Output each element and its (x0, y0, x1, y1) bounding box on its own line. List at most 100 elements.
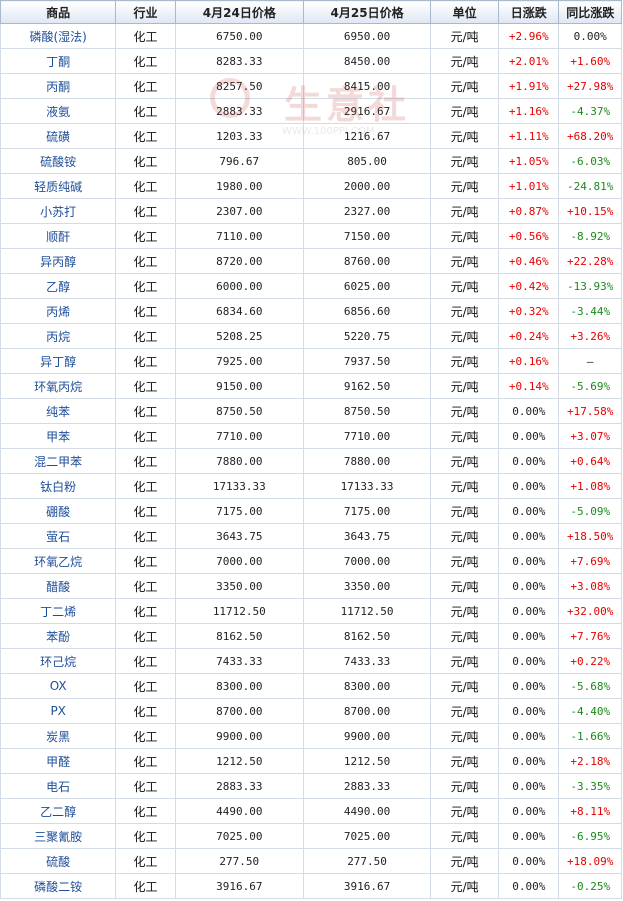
commodity-name-link[interactable]: 萤石 (0, 523, 117, 549)
price-apr24-cell: 17133.33 (174, 473, 304, 499)
table-row: 液氨 化工 2883.33 2916.67 元/吨 +1.16% -4.37% (0, 98, 622, 124)
commodity-name-link[interactable]: PX (0, 698, 117, 724)
price-apr25-cell: 1212.50 (302, 748, 432, 774)
price-apr25-cell: 7000.00 (302, 548, 432, 574)
price-apr25-cell: 3916.67 (302, 873, 432, 899)
daily-change-cell: +0.87% (498, 198, 560, 224)
commodity-name-link[interactable]: 硫酸铵 (0, 148, 117, 174)
commodity-name-link[interactable]: 异丁醇 (0, 348, 117, 374)
yoy-change-cell: +1.60% (558, 48, 622, 74)
price-apr25-cell: 7150.00 (302, 223, 432, 249)
header-commodity: 商品 (0, 0, 117, 24)
commodity-name-link[interactable]: OX (0, 673, 117, 699)
commodity-name-link[interactable]: 丁二烯 (0, 598, 117, 624)
price-apr24-cell: 2307.00 (174, 198, 304, 224)
commodity-name-link[interactable]: 醋酸 (0, 573, 117, 599)
price-apr24-cell: 8283.33 (174, 48, 304, 74)
commodity-name-link[interactable]: 环己烷 (0, 648, 117, 674)
commodity-name-link[interactable]: 炭黑 (0, 723, 117, 749)
table-row: 磷酸(湿法) 化工 6750.00 6950.00 元/吨 +2.96% 0.00% (0, 23, 622, 49)
commodity-name-link[interactable]: 电石 (0, 773, 117, 799)
header-daily-change: 日涨跌 (498, 0, 560, 24)
yoy-change-cell: +7.76% (558, 623, 622, 649)
unit-cell: 元/吨 (430, 173, 500, 199)
industry-cell: 化工 (115, 773, 176, 799)
table-row: 轻质纯碱 化工 1980.00 2000.00 元/吨 +1.01% -24.81% (0, 173, 622, 199)
commodity-name-link[interactable]: 丙烷 (0, 323, 117, 349)
commodity-name-link[interactable]: 异丙醇 (0, 248, 117, 274)
unit-cell: 元/吨 (430, 623, 500, 649)
commodity-name-link[interactable]: 环氧乙烷 (0, 548, 117, 574)
price-apr25-cell: 7433.33 (302, 648, 432, 674)
industry-cell: 化工 (115, 623, 176, 649)
commodity-name-link[interactable]: 磷酸(湿法) (0, 23, 117, 49)
daily-change-cell: 0.00% (498, 698, 560, 724)
yoy-change-cell: -13.93% (558, 273, 622, 299)
table-row: 甲苯 化工 7710.00 7710.00 元/吨 0.00% +3.07% (0, 423, 622, 449)
price-apr25-cell: 277.50 (302, 848, 432, 874)
unit-cell: 元/吨 (430, 873, 500, 899)
price-apr25-cell: 8450.00 (302, 48, 432, 74)
daily-change-cell: 0.00% (498, 648, 560, 674)
commodity-name-link[interactable]: 硼酸 (0, 498, 117, 524)
table-row: 丁酮 化工 8283.33 8450.00 元/吨 +2.01% +1.60% (0, 48, 622, 74)
header-unit: 单位 (430, 0, 500, 24)
commodity-name-link[interactable]: 环氧丙烷 (0, 373, 117, 399)
table-row: 钛白粉 化工 17133.33 17133.33 元/吨 0.00% +1.08% (0, 473, 622, 499)
daily-change-cell: +0.56% (498, 223, 560, 249)
table-row: 异丁醇 化工 7925.00 7937.50 元/吨 +0.16% — (0, 348, 622, 374)
price-apr24-cell: 3916.67 (174, 873, 304, 899)
commodity-name-link[interactable]: 苯酚 (0, 623, 117, 649)
commodity-name-link[interactable]: 液氨 (0, 98, 117, 124)
price-apr25-cell: 6025.00 (302, 273, 432, 299)
commodity-name-link[interactable]: 硫酸 (0, 848, 117, 874)
commodity-name-link[interactable]: 钛白粉 (0, 473, 117, 499)
unit-cell: 元/吨 (430, 648, 500, 674)
commodity-name-link[interactable]: 混二甲苯 (0, 448, 117, 474)
commodity-name-link[interactable]: 磷酸二铵 (0, 873, 117, 899)
commodity-name-link[interactable]: 顺酐 (0, 223, 117, 249)
unit-cell: 元/吨 (430, 123, 500, 149)
industry-cell: 化工 (115, 598, 176, 624)
commodity-name-link[interactable]: 丙酮 (0, 73, 117, 99)
commodity-name-link[interactable]: 硫磺 (0, 123, 117, 149)
yoy-change-cell: +32.00% (558, 598, 622, 624)
commodity-name-link[interactable]: 乙二醇 (0, 798, 117, 824)
price-apr24-cell: 2883.33 (174, 98, 304, 124)
industry-cell: 化工 (115, 423, 176, 449)
commodity-name-link[interactable]: 甲醛 (0, 748, 117, 774)
price-apr24-cell: 6750.00 (174, 23, 304, 49)
commodity-name-link[interactable]: 三聚氰胺 (0, 823, 117, 849)
price-apr24-cell: 6834.60 (174, 298, 304, 324)
table-row: 电石 化工 2883.33 2883.33 元/吨 0.00% -3.35% (0, 773, 622, 799)
commodity-name-link[interactable]: 轻质纯碱 (0, 173, 117, 199)
commodity-name-link[interactable]: 甲苯 (0, 423, 117, 449)
price-apr24-cell: 3350.00 (174, 573, 304, 599)
table-row: 丙烷 化工 5208.25 5220.75 元/吨 +0.24% +3.26% (0, 323, 622, 349)
header-price-apr24: 4月24日价格 (174, 0, 304, 24)
table-row: 苯酚 化工 8162.50 8162.50 元/吨 0.00% +7.76% (0, 623, 622, 649)
price-apr24-cell: 8300.00 (174, 673, 304, 699)
yoy-change-cell: 0.00% (558, 23, 622, 49)
price-apr25-cell: 17133.33 (302, 473, 432, 499)
commodity-name-link[interactable]: 丙烯 (0, 298, 117, 324)
price-apr25-cell: 1216.67 (302, 123, 432, 149)
unit-cell: 元/吨 (430, 198, 500, 224)
daily-change-cell: +1.11% (498, 123, 560, 149)
price-apr25-cell: 7710.00 (302, 423, 432, 449)
industry-cell: 化工 (115, 348, 176, 374)
commodity-name-link[interactable]: 小苏打 (0, 198, 117, 224)
table-row: 硫酸 化工 277.50 277.50 元/吨 0.00% +18.09% (0, 848, 622, 874)
commodity-name-link[interactable]: 纯苯 (0, 398, 117, 424)
yoy-change-cell: +3.08% (558, 573, 622, 599)
commodity-name-link[interactable]: 乙醇 (0, 273, 117, 299)
table-row: 炭黑 化工 9900.00 9900.00 元/吨 0.00% -1.66% (0, 723, 622, 749)
unit-cell: 元/吨 (430, 448, 500, 474)
yoy-change-cell: -3.44% (558, 298, 622, 324)
daily-change-cell: +0.24% (498, 323, 560, 349)
price-apr25-cell: 5220.75 (302, 323, 432, 349)
commodity-name-link[interactable]: 丁酮 (0, 48, 117, 74)
price-apr24-cell: 1212.50 (174, 748, 304, 774)
unit-cell: 元/吨 (430, 323, 500, 349)
yoy-change-cell: +8.11% (558, 798, 622, 824)
